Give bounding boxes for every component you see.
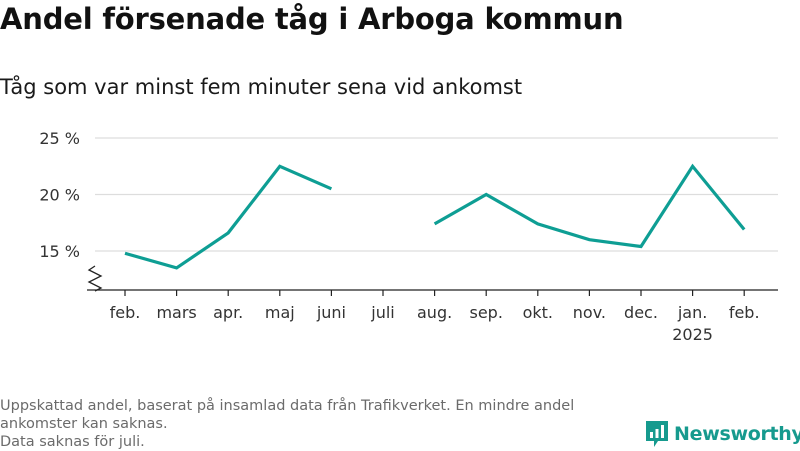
- series-lines: [124, 163, 746, 270]
- x-tick-label: apr.: [213, 303, 243, 322]
- newsworthy-logo-icon: [646, 421, 668, 447]
- footer-line: Data saknas för juli.: [0, 434, 145, 450]
- x-tick-label: maj: [265, 303, 295, 322]
- x-tick-label: mars: [156, 303, 196, 322]
- x-tick-label: okt.: [523, 303, 553, 322]
- series-line: [433, 163, 746, 249]
- line-chart: 15 % 20 % 25 % feb. mars apr. maj juni juli aug.…: [39, 129, 778, 344]
- x-tick-label: aug.: [417, 303, 452, 322]
- x-tick-year-label: 2025: [672, 325, 713, 344]
- series-line: [124, 164, 333, 270]
- footer-line: ankomster kan saknas.: [0, 416, 168, 432]
- y-tick-label: 20 %: [39, 186, 80, 205]
- grid-lines: [95, 137, 778, 252]
- chart-title: Andel försenade tåg i Arboga kommun: [0, 2, 624, 36]
- y-tick-label: 25 %: [39, 129, 80, 148]
- x-tick-label: sep.: [469, 303, 502, 322]
- y-axis-break-mark: [87, 265, 103, 292]
- y-axis-ticks: 15 % 20 % 25 %: [39, 129, 80, 261]
- footer-note: Uppskattad andel, baserat på insamlad da…: [0, 397, 630, 451]
- x-tick-label: feb.: [729, 303, 760, 322]
- x-tick-label: juli: [370, 303, 394, 322]
- x-tick-label: jan.: [677, 303, 707, 322]
- x-axis-ticks: feb. mars apr. maj juni juli aug. sep. okt. nov. d…: [110, 290, 760, 344]
- footer-line: Uppskattad andel, baserat på insamlad da…: [0, 398, 575, 414]
- chart-subtitle: Tåg som var minst fem minuter sena vid a…: [0, 75, 523, 99]
- x-tick-label: nov.: [573, 303, 606, 322]
- brand-logo: Newsworthy: [645, 420, 800, 448]
- x-tick-label: juni: [316, 303, 346, 322]
- x-tick-label: dec.: [624, 303, 658, 322]
- y-tick-label: 15 %: [39, 242, 80, 261]
- x-tick-label: feb.: [110, 303, 141, 322]
- brand-name: Newsworthy: [674, 423, 800, 445]
